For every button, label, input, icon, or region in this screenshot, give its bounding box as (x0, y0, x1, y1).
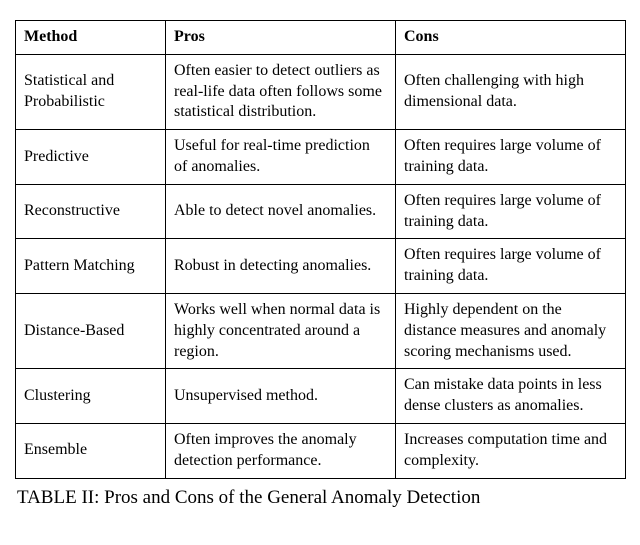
table-row: Pattern Matching Robust in detecting ano… (16, 239, 626, 294)
cell-cons: Increases computation time and complexit… (396, 423, 626, 478)
table-header-row: Method Pros Cons (16, 21, 626, 55)
table-row: Reconstructive Able to detect novel anom… (16, 184, 626, 239)
cell-cons: Often requires large volume of training … (396, 239, 626, 294)
table-row: Statistical and Probabilistic Often easi… (16, 54, 626, 129)
cell-pros: Often improves the anomaly detection per… (166, 423, 396, 478)
cell-pros: Often easier to detect outliers as real-… (166, 54, 396, 129)
cell-cons: Often challenging with high dimensional … (396, 54, 626, 129)
cell-pros: Able to detect novel anomalies. (166, 184, 396, 239)
cell-method: Clustering (16, 369, 166, 424)
cell-method: Statistical and Probabilistic (16, 54, 166, 129)
cell-cons: Can mistake data points in less dense cl… (396, 369, 626, 424)
cell-cons: Highly dependent on the distance measure… (396, 293, 626, 368)
table-row: Distance-Based Works well when normal da… (16, 293, 626, 368)
cell-pros: Unsupervised method. (166, 369, 396, 424)
cell-method: Reconstructive (16, 184, 166, 239)
cell-method: Pattern Matching (16, 239, 166, 294)
pros-cons-table: Method Pros Cons Statistical and Probabi… (15, 20, 626, 479)
table-row: Ensemble Often improves the anomaly dete… (16, 423, 626, 478)
table-row: Predictive Useful for real-time predicti… (16, 130, 626, 185)
header-pros: Pros (166, 21, 396, 55)
cell-method: Ensemble (16, 423, 166, 478)
cell-pros: Robust in detecting anomalies. (166, 239, 396, 294)
table-caption: TABLE II: Pros and Cons of the General A… (15, 487, 625, 509)
header-method: Method (16, 21, 166, 55)
cell-method: Distance-Based (16, 293, 166, 368)
cell-cons: Often requires large volume of training … (396, 184, 626, 239)
header-cons: Cons (396, 21, 626, 55)
cell-pros: Useful for real-time prediction of anoma… (166, 130, 396, 185)
cell-pros: Works well when normal data is highly co… (166, 293, 396, 368)
table-row: Clustering Unsupervised method. Can mist… (16, 369, 626, 424)
cell-method: Predictive (16, 130, 166, 185)
cell-cons: Often requires large volume of training … (396, 130, 626, 185)
